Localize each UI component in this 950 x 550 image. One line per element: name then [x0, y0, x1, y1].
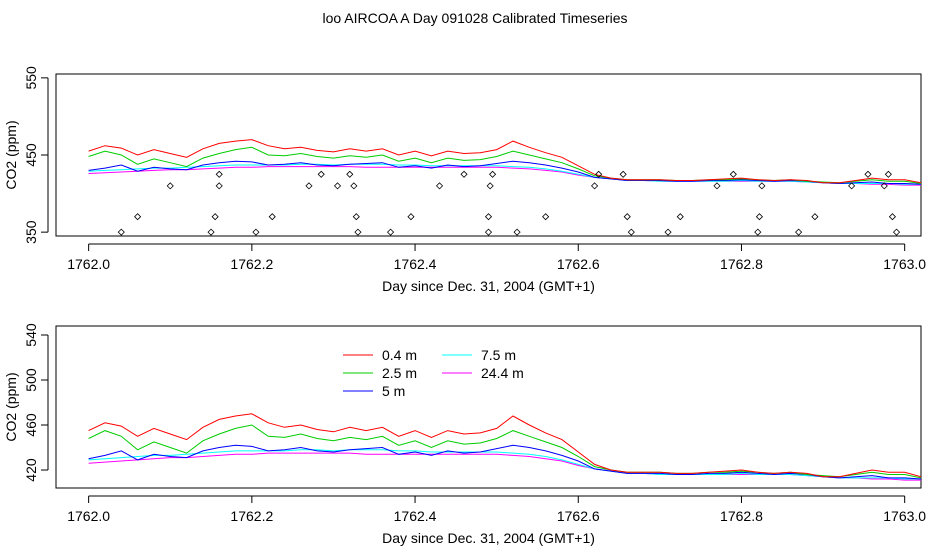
panel1-diamond-marker [346, 170, 354, 178]
panel1-y-tick-label: 350 [23, 220, 39, 244]
panel2-x-tick-label: 1763.0 [883, 508, 926, 524]
panel1-diamond-marker [864, 170, 872, 178]
panel1-diamond-marker [215, 182, 223, 190]
panel1-diamond-marker [513, 228, 521, 236]
panel2-y-tick-label: 460 [23, 413, 39, 437]
panel1-diamond-marker [542, 213, 550, 221]
panel1-series-5-mm-line [88, 160, 921, 185]
panel1-diamond-marker [354, 228, 362, 236]
legend-label-2: 2.5 m [382, 365, 417, 381]
panel1-y-axis-label: CO2 (ppm) [3, 120, 19, 189]
panel1-diamond-marker [888, 213, 897, 221]
panel2-x-tick-label: 1762.8 [720, 508, 763, 524]
panel1-diamond-marker [754, 228, 762, 236]
panel1-diamond-marker [207, 228, 215, 236]
panel1-diamond-marker [211, 213, 219, 221]
panel1-diamond-marker [489, 170, 497, 178]
panel1-diamond-marker [407, 213, 415, 221]
panel1-diamond-marker [134, 213, 142, 221]
panel1-x-tick-label: 1762.8 [720, 256, 763, 272]
panel1-diamond-marker [117, 228, 125, 236]
panel1-diamond-marker [729, 170, 737, 178]
panel1-diamond-marker [486, 182, 494, 190]
panel1-diamond-marker [676, 213, 684, 221]
panel2-series-0-4-mm-line [88, 413, 921, 478]
panel2-series-7-5-mm-line [88, 449, 921, 480]
panel2-y-tick-label: 420 [23, 458, 39, 482]
panel2-y-axis-label: CO2 (ppm) [3, 372, 19, 441]
legend-label-1: 0.4 m [382, 347, 417, 363]
legend-label-5: 24.4 m [481, 365, 524, 381]
legend-label-4: 7.5 m [481, 347, 516, 363]
panel1-diamond-marker [215, 170, 223, 178]
panel1-series-7-5-mm-line [88, 163, 921, 185]
panel1-diamond-marker [166, 182, 174, 190]
panel2-x-axis-label: Day since Dec. 31, 2004 (GMT+1) [382, 530, 595, 546]
panel1-diamond-marker [755, 213, 763, 221]
panel1-x-tick-label: 1763.0 [883, 256, 926, 272]
panel1-diamond-marker [595, 170, 603, 178]
panel1-x-tick-label: 1762.6 [557, 256, 600, 272]
panel1-diamond-marker [627, 228, 635, 236]
panel1-diamond-marker [305, 182, 313, 190]
panel1-diamond-marker [484, 228, 493, 236]
panel1-diamond-marker [623, 213, 631, 221]
panel2-x-tick-label: 1762.0 [67, 508, 110, 524]
panel1-diamond-marker [848, 182, 856, 190]
panel2-series-5-mm-line [88, 444, 921, 480]
panel1-diamond-marker [758, 182, 766, 190]
panel1-diamond-marker [460, 170, 468, 178]
panel2-x-tick-label: 1762.2 [230, 508, 273, 524]
panel1-diamond-marker [795, 228, 803, 236]
panel1-x-axis-label: Day since Dec. 31, 2004 (GMT+1) [382, 278, 595, 294]
panel1-y-tick-label: 550 [23, 66, 39, 90]
panel1-diamond-marker [713, 182, 721, 190]
panel1-diamond-marker [884, 170, 892, 178]
panel1-plot-frame [55, 73, 922, 237]
panel1-diamond-marker [811, 213, 819, 221]
panel1-series-24-4-mm-line [88, 166, 921, 186]
panel2-y-tick-label: 540 [23, 323, 39, 347]
panel1-diamond-marker [619, 170, 627, 178]
panel1-diamond-marker [591, 182, 599, 190]
panel1-y-tick-label: 450 [23, 143, 39, 167]
panel1-diamond-marker [892, 228, 901, 236]
panel1-diamond-marker [484, 213, 493, 221]
panel1-diamond-marker [387, 228, 395, 236]
panel2-y-tick-label: 500 [23, 368, 39, 392]
panel2-series-2-5-mm-line [88, 424, 921, 479]
panel1-diamond-marker [350, 182, 358, 190]
panel1-series-2-5-mm-line [88, 146, 921, 185]
panel2-x-tick-label: 1762.4 [394, 508, 437, 524]
panel1-diamond-marker [880, 182, 888, 190]
panel2-series-24-4-mm-line [88, 452, 921, 481]
panel1-diamond-marker [252, 228, 260, 236]
panel1-diamond-marker [317, 170, 325, 178]
panel1-series-0-4-mm-line [88, 139, 921, 184]
panel1-x-tick-label: 1762.4 [394, 256, 437, 272]
panel1-diamond-marker [435, 182, 444, 190]
panel2-x-tick-label: 1762.6 [557, 508, 600, 524]
legend-label-3: 5 m [382, 383, 405, 399]
panel2-plot-frame [55, 325, 922, 489]
panel1-diamond-marker [352, 213, 360, 221]
panel1-diamond-marker [333, 182, 342, 190]
chart-title: loo AIRCOA A Day 091028 Calibrated Times… [322, 10, 628, 26]
panel1-x-tick-label: 1762.0 [67, 256, 110, 272]
panel1-diamond-marker [268, 213, 276, 221]
panel1-x-tick-label: 1762.2 [230, 256, 273, 272]
panel1-diamond-marker [664, 228, 672, 236]
